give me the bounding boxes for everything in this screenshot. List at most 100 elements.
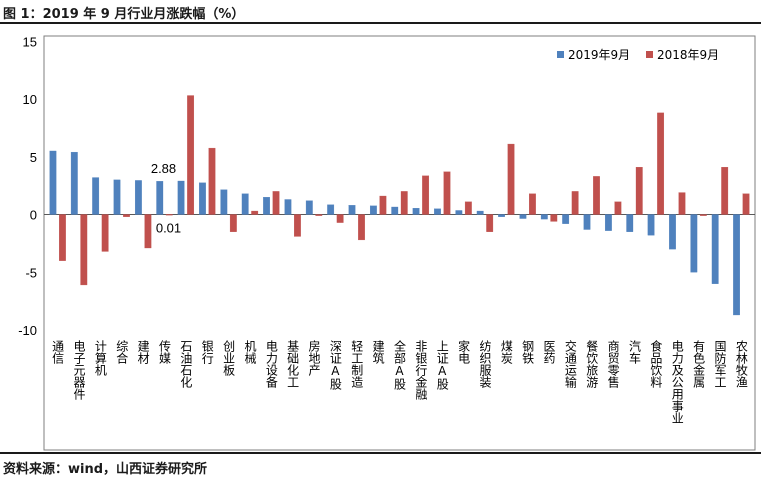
category-label: 有色金属 (692, 340, 706, 389)
category-label: 建材 (136, 340, 150, 364)
bar-2018- (144, 214, 152, 249)
legend-swatch (646, 51, 653, 58)
category-label: 房地产 (307, 339, 321, 377)
bar-2019- (583, 214, 591, 230)
bar-2018- (721, 166, 729, 215)
y-tick-label: 10 (23, 92, 37, 107)
figure-title-bar: 图 1：2019 年 9 月行业月涨跌幅（%） (0, 0, 761, 24)
category-label: 创业板 (222, 340, 236, 377)
category-label: 餐饮旅游 (585, 339, 599, 388)
bar-2019- (92, 177, 100, 215)
bar-2018- (187, 95, 195, 215)
bar-2019- (690, 214, 698, 273)
data-label: 2.88 (151, 161, 176, 176)
bar-2019- (540, 214, 548, 220)
bar-2019- (284, 199, 292, 215)
bar-2019- (412, 207, 420, 215)
data-label: 0.01 (156, 221, 181, 236)
bar-2019-a (391, 206, 399, 215)
category-label: 计算机 (93, 340, 107, 376)
bar-2019- (498, 214, 505, 217)
bar-2018- (657, 112, 665, 215)
category-label: 基础化工 (286, 340, 300, 388)
bar-2019- (626, 214, 634, 232)
category-label: 轻工制造 (350, 340, 364, 388)
plot-frame (43, 35, 756, 451)
category-label: 深证A股 (328, 340, 342, 391)
category-label: 传媒 (158, 339, 172, 364)
legend: 2019年9月 2018年9月 (557, 48, 719, 62)
category-label: 电力设备 (264, 340, 278, 389)
bar-2019- (156, 181, 164, 215)
category-label: 通信 (51, 340, 65, 365)
bar-2018- (251, 210, 259, 215)
category-label: 钢铁 (521, 340, 535, 364)
bar-2019- (604, 214, 612, 231)
bar-2019- (113, 179, 121, 215)
bar-2018- (59, 214, 66, 261)
category-label: 交通运输 (563, 339, 577, 389)
y-axis: 15 10 5 0 -5 -10 (18, 34, 37, 338)
bar-2018- (123, 214, 130, 217)
bar-2018- (699, 214, 707, 216)
series-2019-bars (49, 150, 740, 316)
bar-2019- (199, 182, 206, 215)
bar-2019- (263, 197, 270, 215)
bar-2019- (134, 180, 142, 215)
category-label: 非银行金融 (414, 340, 428, 401)
category-label: 商贸零售 (606, 339, 620, 388)
bar-2018-a (443, 171, 451, 215)
bar-2018- (272, 191, 280, 215)
figure-title: 图 1：2019 年 9 月行业月涨跌幅（%） (3, 7, 245, 22)
bar-2018- (379, 195, 387, 215)
bar-2019- (562, 214, 570, 224)
y-tick-label: 5 (30, 150, 37, 165)
bar-2018- (507, 143, 515, 215)
bar-2019-a (327, 204, 335, 215)
x-axis-labels: 通信 电子元器件 计算机 综合 建材 传媒 石油石化 银行 创业板 机械 电力设备 基础化工 房地产 深证… (51, 339, 749, 424)
bar-2018- (101, 214, 109, 252)
category-label: 煤炭 (499, 340, 513, 365)
source-bar: 资料来源：wind，山西证券研究所 (0, 452, 761, 481)
bar-2018-a (336, 214, 344, 223)
bar-2018- (614, 201, 622, 215)
bar-2019- (519, 214, 527, 219)
category-label: 国防军工 (713, 340, 727, 388)
bar-2018- (678, 192, 686, 215)
bar-2018- (315, 214, 323, 216)
category-label: 家电 (457, 339, 471, 364)
source-note: 资料来源：wind，山西证券研究所 (3, 462, 208, 477)
category-label: 汽车 (628, 339, 642, 365)
category-label: 银行 (200, 340, 214, 364)
bar-2018- (742, 193, 750, 215)
y-tick-label: -5 (25, 265, 37, 280)
bar-2019- (70, 151, 78, 215)
category-label: 石油石化 (179, 340, 193, 389)
series-2018-bars (59, 95, 750, 286)
category-label: 食品饮料 (649, 339, 663, 388)
bar-2018- (229, 214, 237, 232)
category-label: 建筑 (371, 340, 385, 364)
data-labels: 2.88 0.01 (151, 161, 181, 235)
bar-2019- (305, 200, 313, 215)
bar-2019- (669, 214, 676, 250)
bar-2018- (550, 214, 558, 222)
bar-2018- (208, 147, 216, 215)
y-tick-label: 0 (30, 208, 37, 223)
y-tick-label: -10 (18, 323, 37, 338)
bar-2019- (455, 210, 463, 215)
bar-2019- (49, 150, 57, 215)
bar-2019-a (434, 208, 441, 215)
bar-2019- (369, 205, 377, 215)
bar-2018- (571, 191, 579, 215)
bar-2019- (711, 214, 719, 284)
category-label: 医药 (542, 340, 556, 364)
legend-label: 2018年9月 (657, 48, 719, 62)
bar-2019- (220, 189, 228, 215)
bar-2018- (422, 175, 430, 215)
bar-2019- (647, 214, 655, 236)
y-tick-label: 15 (23, 34, 37, 49)
bar-2019- (241, 193, 249, 215)
bar-2018- (294, 214, 301, 237)
